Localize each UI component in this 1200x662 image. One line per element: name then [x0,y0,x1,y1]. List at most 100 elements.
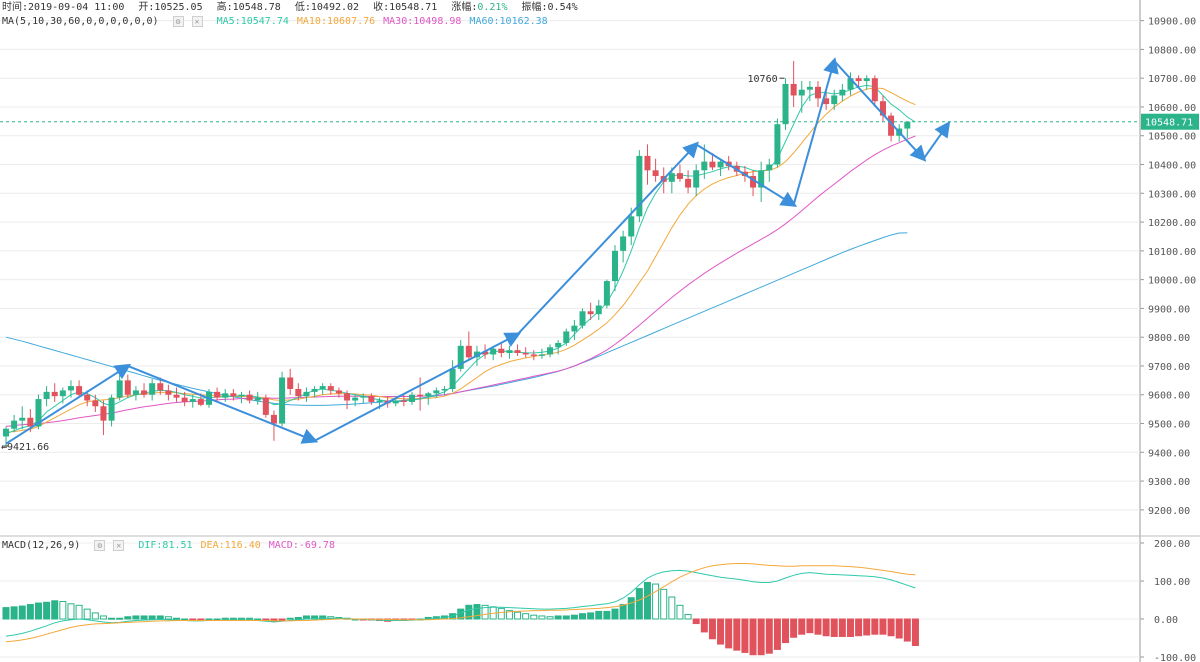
candle-up[interactable] [132,390,139,395]
candle-up[interactable] [376,400,383,402]
candle-down[interactable] [335,390,342,394]
candle-down[interactable] [124,380,131,395]
candle-down[interactable] [685,178,692,188]
candle-up[interactable] [831,95,838,105]
candle-up[interactable] [441,388,448,391]
candle-up[interactable] [717,161,724,168]
candle-up[interactable] [490,348,497,355]
candle-up[interactable] [222,393,229,398]
candle-down[interactable] [815,86,821,99]
candle-up[interactable] [579,311,586,326]
candle-down[interactable] [879,101,886,116]
candle-down[interactable] [530,354,537,356]
candle-down[interactable] [587,311,594,315]
candle-up[interactable] [311,388,318,392]
candle-up[interactable] [43,391,50,400]
candle-up[interactable] [19,417,26,421]
candle-up[interactable] [555,342,562,348]
candle-up[interactable] [352,397,359,401]
candle-down[interactable] [327,386,334,391]
candle-down[interactable] [27,417,34,427]
candle-up[interactable] [766,164,773,171]
candle-up[interactable] [35,399,42,427]
candle-down[interactable] [368,396,375,402]
candle-down[interactable] [344,393,351,401]
macd-close-icon[interactable]: ✕ [113,539,125,551]
candle-down[interactable] [92,400,99,407]
candle-up[interactable] [254,397,261,401]
candle-up[interactable] [116,380,123,398]
candle-up[interactable] [473,351,480,358]
candle-down[interactable] [750,176,757,188]
candle-down[interactable] [173,394,180,398]
candle-up[interactable] [904,121,911,129]
candle-down[interactable] [855,78,862,82]
candle-up[interactable] [620,236,627,251]
candle-up[interactable] [701,161,708,171]
candle-up[interactable] [798,89,805,96]
candle-up[interactable] [67,386,74,391]
candle-up[interactable] [612,250,618,282]
candle-up[interactable] [319,386,326,389]
candle-up[interactable] [279,377,286,424]
candle-up[interactable] [603,281,610,306]
candle-down[interactable] [270,414,277,424]
candle-up[interactable] [59,390,66,397]
candle-down[interactable] [181,397,188,402]
candle-up[interactable] [149,383,156,395]
candle-down[interactable] [888,115,895,136]
candle-down[interactable] [165,390,172,395]
candle-down[interactable] [652,170,659,177]
candle-up[interactable] [433,390,440,394]
candle-up[interactable] [457,345,464,369]
candle-up[interactable] [774,124,781,165]
candle-down[interactable] [514,350,521,354]
candle-down[interactable] [482,351,489,355]
candle-up[interactable] [806,86,813,90]
candle-up[interactable] [409,394,415,402]
candle-down[interactable] [84,394,91,401]
candle-up[interactable] [636,155,643,217]
candle-down[interactable] [823,98,830,105]
macd-settings-icon[interactable]: ⚙ [94,539,106,551]
candle-down[interactable] [498,348,505,354]
candle-up[interactable] [3,428,9,437]
candle-down[interactable] [141,390,148,395]
candle-down[interactable] [214,391,221,398]
candle-up[interactable] [11,420,18,429]
candle-up[interactable] [847,78,854,90]
candle-down[interactable] [287,377,294,389]
candle-up[interactable] [782,83,789,125]
candle-up[interactable] [693,170,700,188]
candle-down[interactable] [676,173,683,179]
candle-up[interactable] [758,170,765,188]
candle-up[interactable] [863,78,870,82]
candle-up[interactable] [425,393,432,397]
candle-up[interactable] [189,399,196,402]
ma-settings-icon[interactable]: ⚙ [172,15,184,27]
candle-down[interactable] [790,83,797,96]
candle-up[interactable] [839,89,846,96]
candle-down[interactable] [262,397,269,415]
candle-up[interactable] [628,216,635,237]
candle-up[interactable] [563,331,570,343]
candle-down[interactable] [417,394,424,397]
candle-down[interactable] [230,393,237,397]
candle-up[interactable] [303,391,310,397]
candle-up[interactable] [506,350,513,354]
candle-down[interactable] [465,345,472,358]
candle-down[interactable] [709,161,716,168]
candle-up[interactable] [595,305,602,315]
candle-down[interactable] [246,394,253,401]
ma-close-icon[interactable]: ✕ [191,15,203,27]
candle-down[interactable] [100,406,107,421]
candle-up[interactable] [571,325,578,332]
candle-down[interactable] [51,391,58,397]
candle-up[interactable] [360,396,367,398]
candle-up[interactable] [547,347,554,355]
candle-up[interactable] [238,394,245,397]
candle-down[interactable] [197,399,204,405]
candle-down[interactable] [400,400,407,402]
candle-up[interactable] [108,397,115,421]
